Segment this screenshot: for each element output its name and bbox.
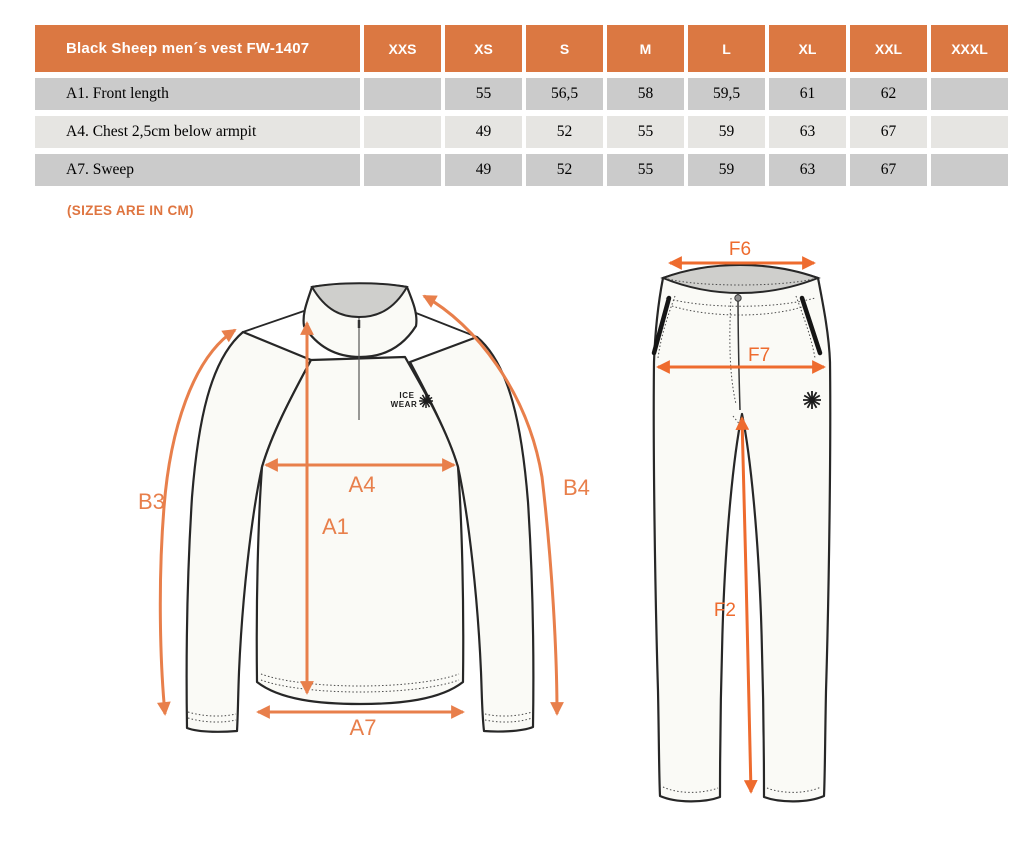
size-value-cell	[931, 116, 1008, 148]
size-column-header-xxs: XXS	[364, 25, 441, 72]
hem-stitching	[260, 679, 460, 693]
size-value-cell	[364, 116, 441, 148]
size-column-header-xl: XL	[769, 25, 846, 72]
size-value-cell: 56,5	[526, 78, 603, 110]
size-value-cell: 59	[688, 154, 765, 186]
hem-stitching	[260, 673, 460, 687]
row-label-a7: A7. Sweep	[35, 154, 360, 186]
pocket-trim-right	[799, 295, 823, 356]
size-value-cell: 49	[445, 154, 522, 186]
pocket-trim-left	[651, 295, 672, 356]
size-column-header-l: L	[688, 25, 765, 72]
size-value-cell	[364, 154, 441, 186]
label-a7: A7	[350, 715, 377, 740]
cuff-stitching	[484, 711, 533, 717]
label-b3: B3	[138, 489, 165, 514]
size-value-cell: 63	[769, 154, 846, 186]
size-value-cell	[364, 78, 441, 110]
size-column-header-xs: XS	[445, 25, 522, 72]
size-value-cell: 58	[607, 78, 684, 110]
size-column-header-xxl: XXL	[850, 25, 927, 72]
logo-text-wear: WEAR	[391, 400, 418, 409]
size-value-cell: 55	[607, 116, 684, 148]
shoulder-seam-left	[242, 310, 305, 333]
shirt-diagram: ICE WEAR B3 B4 A4 A1 A7	[138, 282, 590, 740]
size-table: Black Sheep men´s vest FW-1407 XXS XS S …	[35, 25, 1008, 186]
size-value-cell: 59,5	[688, 78, 765, 110]
label-a1: A1	[322, 514, 349, 539]
size-value-cell: 49	[445, 116, 522, 148]
cuff-stitching	[484, 717, 533, 723]
fly-seam	[737, 292, 741, 411]
pants-outline	[652, 265, 832, 803]
leg-hem-stitching	[662, 786, 719, 793]
size-value-cell: 61	[769, 78, 846, 110]
size-column-header-m: M	[607, 25, 684, 72]
arrow-b3	[156, 328, 237, 716]
row-label-a1: A1. Front length	[35, 78, 360, 110]
row-label-a4: A4. Chest 2,5cm below armpit	[35, 116, 360, 148]
size-value-cell: 55	[607, 154, 684, 186]
size-value-cell: 67	[850, 116, 927, 148]
cuff-stitching	[187, 717, 237, 723]
size-column-header-s: S	[526, 25, 603, 72]
leg-hem-stitching	[766, 786, 822, 793]
arrow-b4	[422, 294, 564, 716]
waist-button	[734, 294, 742, 302]
waistband-stitching	[665, 297, 816, 307]
label-f6: F6	[729, 239, 751, 260]
size-value-cell: 59	[688, 116, 765, 148]
shoulder-seam-right	[415, 312, 478, 338]
collar-inner	[310, 282, 409, 319]
label-b4: B4	[563, 475, 590, 500]
size-value-cell: 52	[526, 154, 603, 186]
sizes-unit-note: (SIZES ARE IN CM)	[67, 203, 194, 218]
table-title: Black Sheep men´s vest FW-1407	[35, 25, 360, 72]
size-value-cell: 52	[526, 116, 603, 148]
fly-stitching	[729, 297, 737, 405]
label-f7: F7	[748, 345, 770, 366]
size-value-cell: 67	[850, 154, 927, 186]
arrow-f2	[735, 416, 758, 794]
label-f2: F2	[714, 600, 736, 621]
size-column-header-xxxl: XXXL	[931, 25, 1008, 72]
snowflake-icon	[803, 391, 821, 409]
size-value-cell: 62	[850, 78, 927, 110]
label-a4: A4	[349, 472, 376, 497]
size-value-cell	[931, 154, 1008, 186]
shirt-body	[255, 355, 465, 706]
pants-diagram: F6 F7 F2	[651, 239, 832, 803]
logo-text-ice: ICE	[399, 391, 414, 400]
size-value-cell	[931, 78, 1008, 110]
size-value-cell: 63	[769, 116, 846, 148]
size-value-cell: 55	[445, 78, 522, 110]
